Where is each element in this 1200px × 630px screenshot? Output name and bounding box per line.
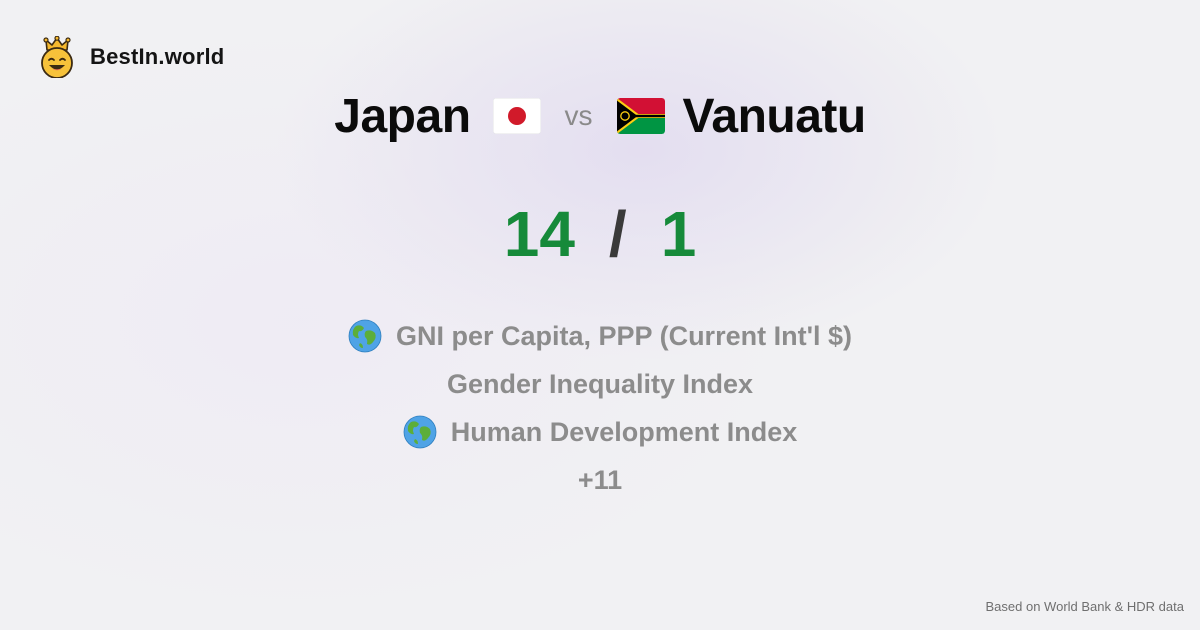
globe-icon [403,415,437,449]
more-indicators-count: +11 [577,464,623,495]
globe-icon [348,319,382,353]
right-country-name: Vanuatu [682,89,867,143]
left-score: 14 [503,198,575,270]
comparison-heading: Japan vs Vanuatu [0,84,1200,148]
left-country-name: Japan [334,89,471,143]
brand[interactable]: BestIn.world [38,36,224,78]
indicator-label: Gender Inequality Index [446,368,754,399]
indicator-list: GNI per Capita, PPP (Current Int'l $) Ge… [0,312,1200,504]
data-source-note: Based on World Bank & HDR data [985,599,1184,614]
indicator-item: Human Development Index [403,408,798,456]
crowned-smiley-icon [41,36,73,78]
vanuatu-flag-icon [616,98,665,134]
indicator-item: Gender Inequality Index [447,360,753,408]
indicator-label: GNI per Capita, PPP (Current Int'l $) [396,320,852,351]
indicator-item: GNI per Capita, PPP (Current Int'l $) [348,312,852,360]
score-separator: / [608,198,627,270]
japan-flag-icon [492,98,541,134]
vs-label: vs [564,100,593,131]
brand-name: BestIn.world [90,44,225,69]
right-score: 1 [660,198,697,270]
score: 14 / 1 [0,192,1200,276]
indicator-label: Human Development Index [450,416,798,447]
